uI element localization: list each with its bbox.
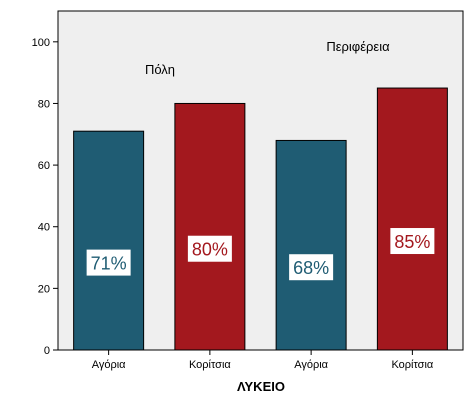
bar (275, 139, 347, 351)
bar (376, 87, 448, 351)
x-tick-label: Κορίτσια (189, 359, 231, 371)
x-tick-label: Κορίτσια (391, 359, 433, 371)
x-tick-label: Αγόρια (294, 359, 328, 371)
y-tick-label: 0 (44, 345, 50, 357)
y-tick-label: 100 (32, 37, 50, 49)
x-tick-label: Αγόρια (92, 359, 126, 371)
data-label: 80% (192, 240, 228, 260)
bar (174, 102, 246, 351)
data-label: 71% (91, 254, 127, 274)
y-tick-label: 80 (38, 98, 50, 110)
data-label-box (187, 235, 232, 262)
data-label-box (390, 228, 435, 255)
y-axis: 0 20 40 60 80 100 (32, 37, 58, 357)
group-labels: Πόλη Περιφέρεια (145, 39, 390, 77)
group-label-region: Περιφέρεια (326, 39, 390, 54)
data-label: 85% (394, 232, 430, 252)
x-axis-label: ΛΥΚΕΙΟ (237, 379, 285, 394)
bar (73, 130, 145, 351)
data-label-box (289, 254, 334, 281)
data-label-box (86, 249, 131, 276)
bars-group: Αγόρια 71% Κορίτσια 80% Αγόρια 68% Κορίτσια 85% (73, 87, 448, 371)
y-tick-label: 60 (38, 160, 50, 172)
data-label: 68% (293, 258, 329, 278)
group-label-city: Πόλη (145, 62, 175, 77)
y-tick-label: 20 (38, 283, 50, 295)
y-tick-label: 40 (38, 222, 50, 234)
